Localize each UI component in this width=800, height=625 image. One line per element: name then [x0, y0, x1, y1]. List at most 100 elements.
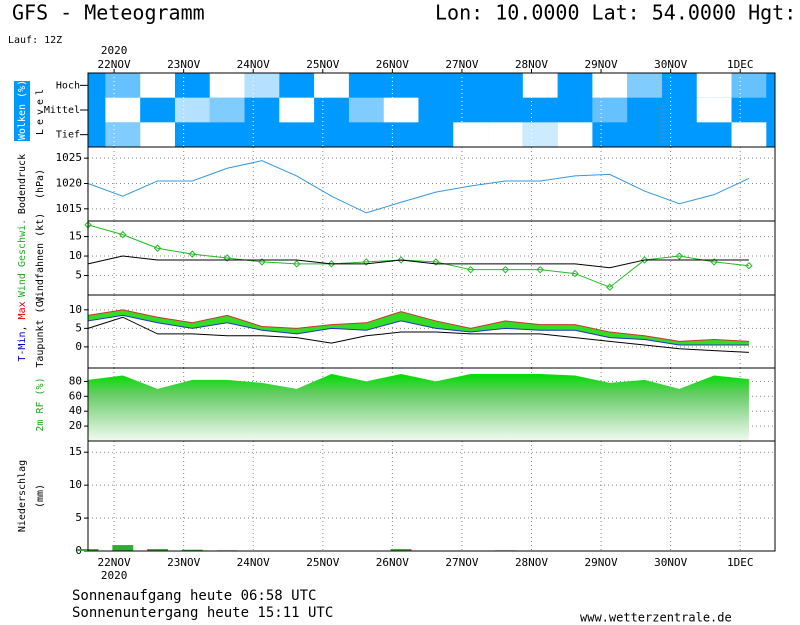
cloud-cell: [418, 73, 453, 98]
x-tick-label-bottom: 29NOV: [585, 556, 618, 569]
x-tick-label-bottom: 27NOV: [445, 556, 478, 569]
cloud-cell: [627, 73, 662, 98]
cloud-cell: [592, 97, 628, 123]
x-tick-label-top: 28NOV: [515, 58, 548, 71]
cloud-cell: [488, 122, 523, 147]
label-part: (mm): [35, 484, 46, 508]
ylabel-box: [14, 81, 30, 141]
cloud-cell: [140, 98, 175, 123]
cloud-cell: [105, 122, 141, 147]
humidity-area: [88, 373, 749, 441]
cloud-cell: [244, 73, 280, 98]
y-axis-label: Wolken (%): [17, 80, 28, 140]
wind-marker: [327, 260, 336, 268]
cloud-cell: [453, 98, 488, 123]
precip-bar: [181, 549, 203, 551]
cloud-cell: [453, 73, 488, 98]
y-axis-label: Wind Geschwi.: [17, 219, 28, 297]
panel-frame: [87, 440, 776, 552]
y-axis-label: (mm): [35, 484, 46, 508]
title: GFS - Meteogramm: [12, 1, 205, 25]
y-axis-label: Taupunkt (C): [35, 295, 46, 367]
run: Lauf: 12Z: [8, 35, 62, 46]
cloud-cell: [348, 97, 384, 123]
cloud-cell: [488, 73, 523, 98]
y-tick-label: 40: [69, 404, 82, 417]
precip-bar: [147, 549, 169, 551]
cloud-cell: [245, 98, 280, 123]
cloud-cell: [558, 98, 593, 123]
x-tick-label-top: 26NOV: [376, 58, 409, 71]
source: www.wetterzentrale.de: [580, 611, 732, 625]
cloud-cell: [210, 122, 245, 147]
level-label: Hoch: [56, 80, 80, 91]
cloud-cell: [279, 122, 314, 147]
cloud-cell: [88, 73, 105, 98]
label-part: (C): [35, 295, 46, 319]
label-part: Wind Geschwi.: [17, 219, 28, 297]
cloud-cell: [557, 122, 593, 147]
y-tick-label: 1020: [56, 176, 83, 189]
cloud-cell: [627, 98, 662, 123]
cloud-cell: [383, 97, 419, 123]
series-line: [87, 309, 749, 342]
y-tick-label: 80: [69, 374, 82, 387]
wind-marker: [606, 283, 614, 291]
wind-marker: [745, 262, 753, 270]
label-part: ,: [17, 319, 28, 331]
cloud-cell: [662, 122, 697, 147]
x-tick-label-bottom: 24NOV: [237, 556, 270, 569]
cloud-cell: [209, 97, 245, 123]
x-tick-label-top: 24NOV: [237, 58, 270, 71]
cloud-cell: [175, 73, 210, 98]
x-tick-label-top: 25NOV: [306, 58, 339, 71]
series-line: [87, 224, 749, 288]
x-tick-label-top: 30NOV: [654, 58, 687, 71]
y-axis-label: Niederschlag: [17, 460, 28, 532]
cloud-cell: [88, 98, 105, 123]
x-tick-label-bottom: 30NOV: [654, 556, 687, 569]
cloud-cell: [523, 98, 558, 123]
wind-marker: [293, 260, 301, 268]
wind-marker: [640, 256, 649, 264]
cloud-cell: [662, 73, 697, 98]
sunset: Sonnenuntergang heute 15:11 UTC: [72, 605, 333, 621]
precip-bar: [390, 549, 412, 551]
cloud-cell: [522, 73, 558, 98]
cloud-cell: [175, 122, 210, 147]
y-tick-label: 5: [75, 269, 82, 282]
cloud-cell: [731, 73, 767, 98]
year-bottom: 2020: [101, 569, 128, 582]
wind-marker: [501, 265, 510, 274]
wind-marker: [536, 265, 544, 274]
y-tick-label: 5: [75, 321, 82, 334]
y-axis-label: Level: [35, 85, 46, 135]
cloud-cell: [88, 122, 105, 147]
sunrise: Sonnenaufgang heute 06:58 UTC: [72, 588, 316, 604]
y-axis-label: Bodendruck: [17, 154, 28, 214]
y-tick-label: 5: [75, 511, 82, 524]
level-label: Tief: [56, 130, 80, 141]
cloud-cell: [105, 73, 141, 98]
cloud-cell: [453, 122, 489, 147]
y-axis-label: Windfahnen (kt): [35, 213, 46, 303]
cloud-cell: [314, 73, 349, 98]
label-part: Taupunkt: [35, 319, 46, 367]
label-part: Level: [35, 85, 46, 135]
cloud-cell: [140, 122, 175, 147]
y-tick-label: 1015: [56, 202, 83, 215]
cloud-cell: [349, 122, 384, 147]
wind-marker: [362, 258, 370, 266]
wind-marker: [571, 269, 579, 278]
cloud-cell: [314, 98, 349, 123]
cloud-cell: [696, 97, 732, 123]
cloud-cell: [349, 73, 384, 98]
year-top: 2020: [101, 44, 128, 57]
wind-marker: [397, 256, 405, 264]
cloud-cell: [105, 97, 141, 123]
label-part: (kt): [35, 213, 46, 243]
label-part: Niederschlag: [17, 460, 28, 532]
x-tick-label-top: 1DEC: [727, 58, 754, 71]
cloud-cell: [418, 122, 453, 147]
